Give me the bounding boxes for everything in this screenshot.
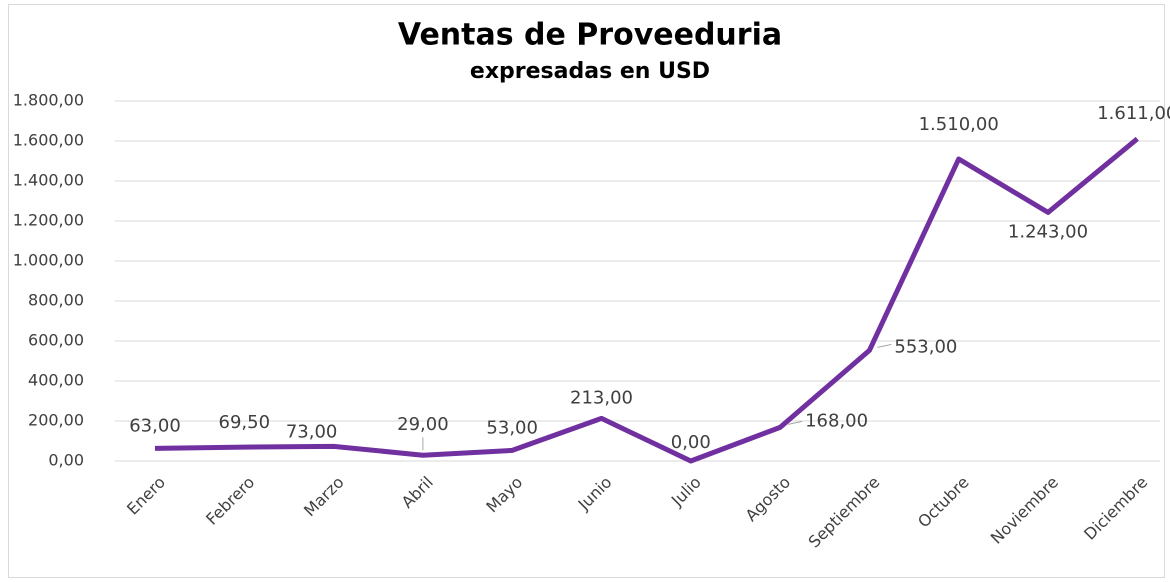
data-label: 73,00 <box>286 421 338 442</box>
data-label: 63,00 <box>129 415 181 436</box>
y-tick-label: 800,00 <box>28 291 84 310</box>
data-label: 0,00 <box>671 432 711 453</box>
data-label: 1.611,00 <box>1097 103 1170 124</box>
y-tick-label: 0,00 <box>48 451 84 470</box>
data-label: 53,00 <box>486 417 538 438</box>
y-tick-label: 200,00 <box>28 411 84 430</box>
chart-border <box>8 4 1165 578</box>
y-tick-label: 1.400,00 <box>13 171 84 190</box>
leader-line <box>787 420 803 425</box>
chart-subtitle: expresadas en USD <box>470 59 710 84</box>
chart-title: Ventas de Proveeduria <box>398 18 782 53</box>
data-label: 29,00 <box>397 414 449 435</box>
data-label: 69,50 <box>219 412 271 433</box>
y-tick-label: 1.000,00 <box>13 251 84 270</box>
data-label: 213,00 <box>570 387 633 408</box>
leader-line <box>877 343 892 348</box>
data-label: 1.510,00 <box>919 114 999 135</box>
y-tick-label: 400,00 <box>28 371 84 390</box>
data-label: 168,00 <box>805 410 868 431</box>
y-tick-label: 600,00 <box>28 331 84 350</box>
y-tick-label: 1.800,00 <box>13 91 84 110</box>
y-tick-label: 1.200,00 <box>13 211 84 230</box>
data-label: 1.243,00 <box>1008 221 1088 242</box>
data-label: 553,00 <box>894 336 957 357</box>
y-tick-label: 1.600,00 <box>13 131 84 150</box>
line <box>154 136 1139 464</box>
